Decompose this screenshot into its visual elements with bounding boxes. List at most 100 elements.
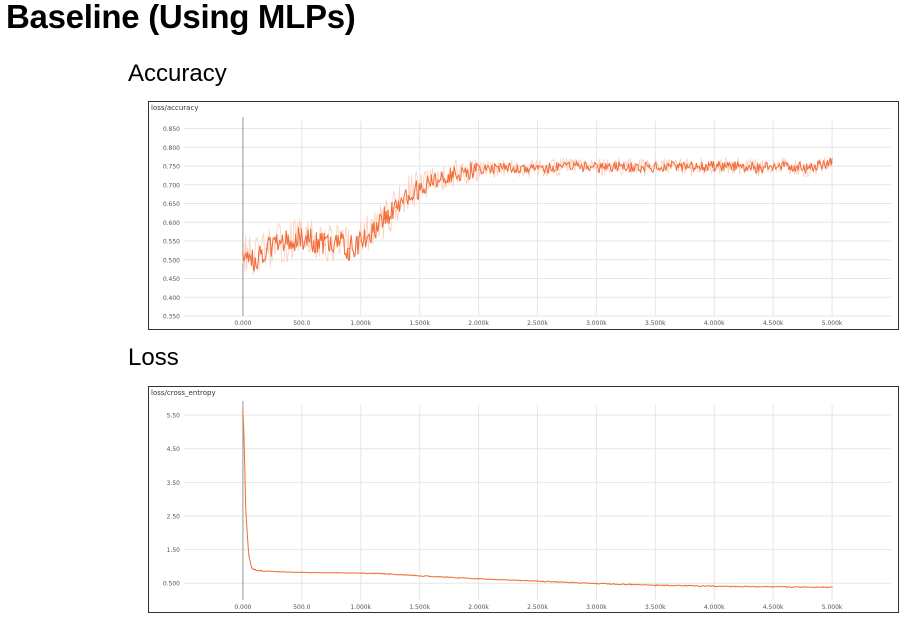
data-point xyxy=(383,217,385,220)
y-tick-label: 3.50 xyxy=(167,480,181,487)
y-tick-label: 5.50 xyxy=(167,413,181,420)
x-tick-label: 1.500k xyxy=(409,604,430,611)
data-point xyxy=(619,165,621,167)
accuracy-chart-panel: loss/accuracy 0.350 0.400 0.450 0.500 0.550 0… xyxy=(148,101,899,330)
data-point xyxy=(242,251,244,253)
accuracy-chart-tag: loss/accuracy xyxy=(151,104,199,112)
data-point xyxy=(466,171,468,173)
data-point xyxy=(395,206,397,208)
data-point xyxy=(784,165,786,167)
x-tick-label: 3.500k xyxy=(645,320,666,327)
data-point xyxy=(242,411,244,413)
data-point xyxy=(248,555,250,557)
data-point xyxy=(348,247,350,250)
y-tick-label: 0.800 xyxy=(163,145,180,152)
data-point xyxy=(572,165,574,167)
x-tick-label: 4.500k xyxy=(763,320,784,327)
y-tick-label: 0.500 xyxy=(163,257,180,264)
y-tick-label: 0.350 xyxy=(163,314,180,321)
x-tick-label: 1.000k xyxy=(350,604,371,611)
data-point xyxy=(442,176,444,178)
data-point xyxy=(419,575,421,577)
y-tick-label: 0.500 xyxy=(163,581,180,588)
accuracy-chart: 0.350 0.400 0.450 0.500 0.550 0.600 0.650 0.700… xyxy=(163,117,891,327)
data-point xyxy=(254,259,256,261)
y-tick-label: 0.750 xyxy=(163,164,180,171)
data-point xyxy=(301,236,303,238)
data-point xyxy=(254,569,256,571)
x-tick-label: 3.000k xyxy=(586,604,607,611)
data-point xyxy=(277,571,279,573)
data-point xyxy=(807,167,810,169)
data-point xyxy=(772,586,774,588)
data-point xyxy=(595,582,598,585)
y-tick-label: 0.850 xyxy=(163,126,180,133)
data-point xyxy=(536,580,539,582)
data-point xyxy=(713,165,715,167)
data-point xyxy=(595,167,598,169)
data-point xyxy=(713,585,715,587)
data-point xyxy=(336,572,338,574)
data-point xyxy=(419,187,421,190)
x-tick-label: 5.000k xyxy=(822,604,843,611)
data-point xyxy=(501,167,503,169)
data-point xyxy=(336,240,338,242)
data-point xyxy=(525,167,527,169)
data-point xyxy=(642,167,645,169)
y-tick-label: 0.650 xyxy=(163,201,180,208)
data-point xyxy=(831,161,833,163)
y-tick-label: 4.50 xyxy=(167,446,181,453)
accuracy-heading: Accuracy xyxy=(128,60,227,87)
loss-chart: 0.500 1.50 2.50 3.50 4.50 5.50 0.000 500.0 1.000… xyxy=(163,401,891,611)
y-tick-label: 1.50 xyxy=(167,547,181,554)
x-tick-label: 2.500k xyxy=(527,320,548,327)
data-point xyxy=(831,586,833,588)
data-point xyxy=(690,167,692,169)
y-tick-label: 0.450 xyxy=(163,276,180,283)
x-tick-label: 3.000k xyxy=(586,320,607,327)
data-point xyxy=(360,572,362,574)
x-tick-label: 5.000k xyxy=(822,320,843,327)
x-tick-label: 4.000k xyxy=(704,320,725,327)
data-point xyxy=(265,247,268,250)
data-point xyxy=(383,573,385,575)
x-tick-label: 0.000 xyxy=(234,604,251,611)
data-point xyxy=(666,165,668,167)
data-point xyxy=(313,240,315,242)
data-point xyxy=(265,570,268,572)
x-tick-label: 1.000k xyxy=(350,320,371,327)
data-point xyxy=(654,584,656,586)
x-tick-label: 4.000k xyxy=(704,604,725,611)
x-tick-label: 500.0 xyxy=(293,604,310,611)
data-point xyxy=(454,172,456,175)
loss-chart-tag: loss/cross_entropy xyxy=(151,389,216,397)
data-point xyxy=(477,169,480,171)
data-point xyxy=(407,195,409,197)
y-tick-label: 0.550 xyxy=(163,239,180,246)
data-point xyxy=(548,167,550,169)
x-tick-label: 1.500k xyxy=(409,320,430,327)
series-line xyxy=(242,157,833,272)
loss-chart-panel: loss/cross_entropy 0.500 1.50 2.50 3.50 4.50… xyxy=(148,386,899,613)
data-point xyxy=(477,578,480,580)
data-point xyxy=(430,180,433,182)
y-tick-label: 0.700 xyxy=(163,182,180,189)
data-point xyxy=(360,240,362,242)
data-point xyxy=(245,511,247,514)
x-tick-label: 500.0 xyxy=(293,320,310,327)
y-tick-label: 0.600 xyxy=(163,220,180,227)
y-tick-label: 2.50 xyxy=(167,513,181,520)
x-tick-label: 0.000 xyxy=(234,320,251,327)
data-point xyxy=(371,229,374,231)
x-tick-label: 2.000k xyxy=(468,320,489,327)
y-tick-label: 0.400 xyxy=(163,295,180,302)
data-point xyxy=(301,571,303,574)
data-point xyxy=(324,244,326,246)
x-tick-label: 3.500k xyxy=(645,604,666,611)
data-point xyxy=(737,165,739,167)
data-point xyxy=(289,240,291,242)
x-tick-label: 2.500k xyxy=(527,604,548,611)
data-point xyxy=(251,567,253,569)
data-point xyxy=(259,570,262,572)
data-point xyxy=(277,244,279,246)
